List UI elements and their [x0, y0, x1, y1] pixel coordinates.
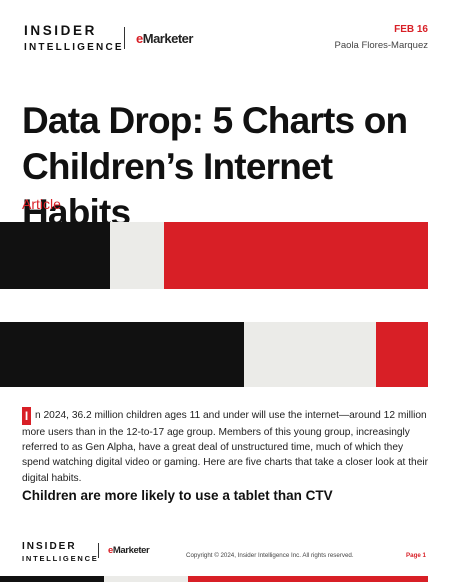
content-type-label: Article [22, 196, 61, 212]
footer-bar-red [188, 576, 428, 582]
insider-intelligence-logo: INSIDER INTELLIGENCE [24, 24, 124, 53]
footer-logo-line-2: INTELLIGENCE [22, 554, 99, 563]
emarketer-logo-e: e [136, 31, 143, 46]
decorative-bar-gray-1 [110, 222, 164, 289]
author-name: Paola Flores-Marquez [334, 40, 428, 51]
footer-bar-gray [104, 576, 188, 582]
footer-emarketer-logo: eMarketer [108, 545, 150, 556]
drop-cap: I [22, 407, 31, 425]
logo-divider [124, 27, 125, 49]
logo-line-1: INSIDER [24, 23, 97, 38]
emarketer-logo-text: Marketer [142, 31, 194, 46]
decorative-bar-red-2 [376, 322, 428, 387]
footer-logo-line-1: INSIDER [22, 541, 77, 552]
logo-line-2: INTELLIGENCE [24, 41, 124, 53]
publish-date: FEB 16 [394, 24, 428, 35]
decorative-bar-black-1 [0, 222, 110, 289]
intro-text: n 2024, 36.2 million children ages 11 an… [22, 410, 429, 484]
article-title: Data Drop: 5 Charts on Children’s Intern… [22, 100, 408, 233]
footer-logo-divider [98, 543, 99, 558]
footer-emarketer-logo-text: Marketer [112, 545, 150, 556]
decorative-bar-red-1 [164, 222, 428, 289]
footer-emarketer-logo-e: e [108, 545, 113, 556]
footer-insider-intelligence-logo: INSIDER INTELLIGENCE [22, 542, 99, 563]
page-number: Page 1 [406, 552, 426, 559]
emarketer-logo: eMarketer [136, 31, 193, 46]
footer-bar-black [0, 576, 104, 582]
decorative-bar-gray-2 [244, 322, 376, 387]
copyright-notice: Copyright © 2024, Insider Intelligence I… [186, 552, 354, 559]
decorative-bar-black-2 [0, 322, 244, 387]
section-subheading: Children are more likely to use a tablet… [22, 488, 333, 503]
